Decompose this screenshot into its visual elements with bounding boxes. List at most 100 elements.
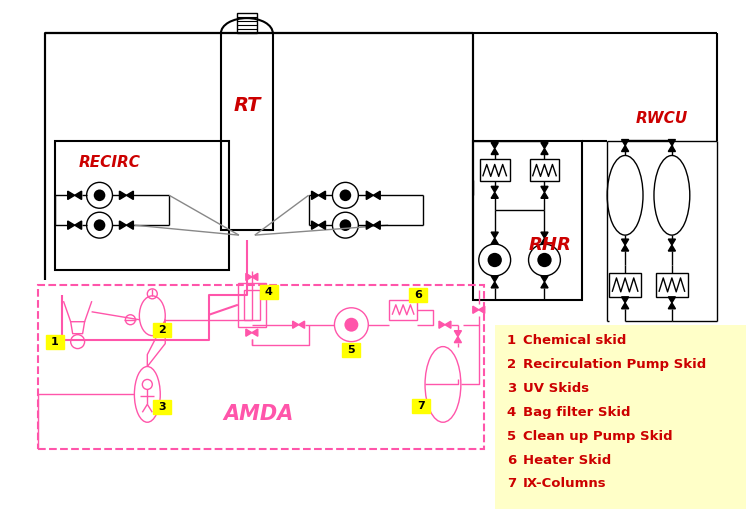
Text: AMDA: AMDA — [224, 404, 294, 424]
Polygon shape — [621, 303, 629, 309]
Polygon shape — [491, 187, 498, 192]
Polygon shape — [75, 221, 82, 229]
Polygon shape — [541, 282, 548, 288]
Text: 7: 7 — [417, 401, 425, 411]
Text: UV Skids: UV Skids — [522, 382, 589, 395]
Polygon shape — [491, 148, 498, 155]
Polygon shape — [668, 140, 675, 145]
Polygon shape — [541, 187, 548, 192]
Bar — [153, 322, 171, 337]
Polygon shape — [668, 245, 675, 251]
Polygon shape — [668, 239, 675, 245]
Text: 7: 7 — [507, 477, 516, 490]
Text: 3: 3 — [159, 402, 166, 412]
Bar — [472, 141, 582, 300]
Bar — [46, 334, 64, 349]
Bar — [389, 300, 417, 320]
Polygon shape — [311, 191, 318, 200]
Polygon shape — [541, 148, 548, 155]
Circle shape — [94, 219, 105, 231]
Polygon shape — [621, 145, 629, 152]
Polygon shape — [68, 221, 75, 229]
Polygon shape — [252, 329, 258, 336]
Bar — [38, 285, 484, 449]
Bar — [529, 159, 559, 181]
Circle shape — [345, 318, 358, 332]
Polygon shape — [491, 276, 498, 282]
Polygon shape — [367, 221, 373, 229]
Polygon shape — [541, 276, 548, 282]
Bar — [54, 141, 229, 270]
Text: RT: RT — [233, 96, 261, 115]
Bar — [494, 325, 745, 509]
Polygon shape — [293, 321, 299, 328]
Polygon shape — [119, 221, 126, 229]
Bar — [153, 400, 171, 414]
Text: Clean up Pump Skid: Clean up Pump Skid — [522, 430, 672, 443]
Polygon shape — [68, 191, 75, 200]
Polygon shape — [373, 221, 380, 229]
Polygon shape — [621, 140, 629, 145]
Polygon shape — [479, 306, 485, 313]
Text: 2: 2 — [158, 325, 166, 334]
Text: RWCU: RWCU — [636, 111, 688, 126]
Circle shape — [488, 253, 502, 267]
Polygon shape — [541, 232, 548, 238]
Polygon shape — [668, 145, 675, 152]
Text: 1: 1 — [507, 334, 516, 347]
Polygon shape — [491, 238, 498, 244]
Polygon shape — [491, 282, 498, 288]
Bar — [342, 343, 361, 356]
Polygon shape — [119, 191, 126, 200]
Polygon shape — [252, 274, 258, 280]
Text: Chemical skid: Chemical skid — [522, 334, 626, 347]
Circle shape — [538, 253, 552, 267]
Bar — [656, 273, 688, 297]
Text: IX-Columns: IX-Columns — [522, 477, 606, 490]
Text: 4: 4 — [265, 287, 273, 297]
Polygon shape — [491, 232, 498, 238]
Bar — [237, 13, 257, 33]
Text: 6: 6 — [414, 290, 422, 300]
Polygon shape — [299, 321, 305, 328]
Text: 5: 5 — [507, 430, 516, 443]
Polygon shape — [621, 297, 629, 303]
Bar — [238, 283, 266, 327]
Polygon shape — [491, 192, 498, 199]
Polygon shape — [621, 239, 629, 245]
Text: 4: 4 — [507, 406, 516, 419]
Polygon shape — [491, 143, 498, 148]
Polygon shape — [541, 192, 548, 199]
Polygon shape — [454, 331, 461, 337]
Polygon shape — [367, 191, 373, 200]
Text: 1: 1 — [51, 337, 59, 346]
Circle shape — [94, 190, 105, 201]
Polygon shape — [311, 221, 318, 229]
Bar — [260, 285, 277, 299]
Text: RHR: RHR — [529, 236, 572, 254]
Text: Heater Skid: Heater Skid — [522, 454, 611, 467]
Polygon shape — [621, 245, 629, 251]
Polygon shape — [454, 337, 461, 343]
Bar — [480, 159, 510, 181]
Polygon shape — [541, 143, 548, 148]
Text: Recirculation Pump Skid: Recirculation Pump Skid — [522, 358, 706, 371]
Text: 3: 3 — [507, 382, 516, 395]
Polygon shape — [541, 238, 548, 244]
Polygon shape — [445, 321, 451, 328]
Text: 6: 6 — [507, 454, 516, 467]
Text: 5: 5 — [348, 344, 355, 355]
Polygon shape — [439, 321, 445, 328]
Polygon shape — [373, 191, 380, 200]
Polygon shape — [318, 221, 326, 229]
Text: 2: 2 — [507, 358, 516, 371]
Polygon shape — [246, 274, 252, 280]
Polygon shape — [126, 191, 133, 200]
Polygon shape — [246, 329, 252, 336]
Circle shape — [339, 219, 352, 231]
Polygon shape — [318, 191, 326, 200]
Bar — [409, 288, 427, 302]
Text: RECIRC: RECIRC — [79, 155, 141, 170]
Text: Bag filter Skid: Bag filter Skid — [522, 406, 630, 419]
Polygon shape — [472, 306, 479, 313]
